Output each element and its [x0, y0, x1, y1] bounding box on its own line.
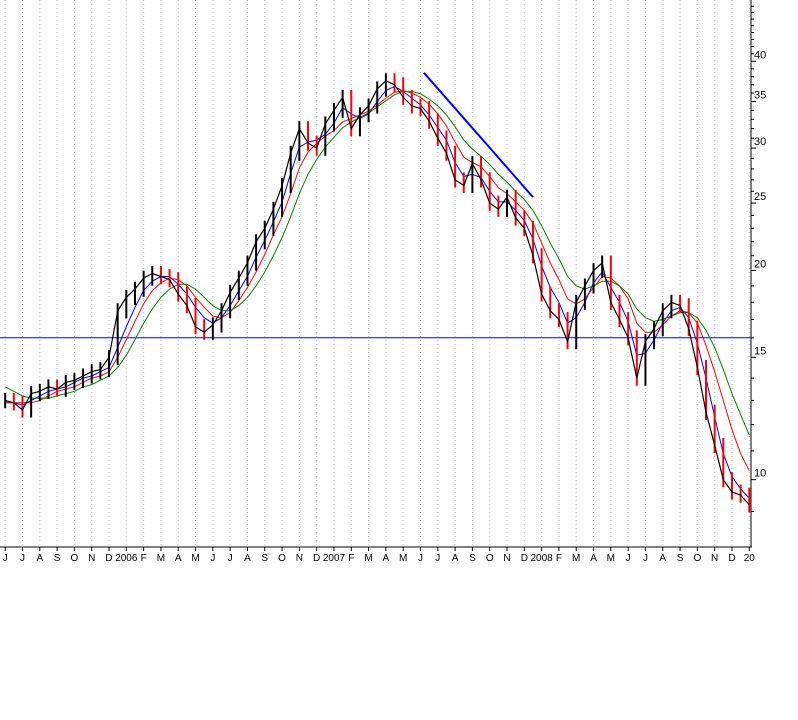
- x-tick-label: O: [693, 553, 701, 564]
- x-tick-label: J: [210, 553, 215, 564]
- x-tick-label: D: [313, 553, 320, 564]
- y-tick-label: 10: [754, 468, 766, 480]
- x-tick-label: 2007: [323, 553, 346, 564]
- x-tick-label: O: [278, 553, 286, 564]
- x-tick-label: 2006: [115, 553, 138, 564]
- x-tick-label: S: [469, 553, 476, 564]
- price-line: [5, 79, 750, 506]
- trend-line-stroke: [423, 72, 534, 198]
- x-axis-ticks: J J A S O N D 2006 F M A M J J A S O N D 2007 F M A M J J A S O N D 200…: [3, 547, 756, 564]
- x-tick-label: J: [228, 553, 233, 564]
- x-tick-label: J: [20, 553, 25, 564]
- x-tick-label: A: [590, 553, 597, 564]
- y-tick-label: 20: [754, 258, 766, 270]
- y-tick-label: 25: [754, 191, 766, 203]
- x-tick-label: J: [626, 553, 631, 564]
- y-axis-ticks: 10 15 20 25 30 35 40: [751, 5, 766, 512]
- x-tick-label: A: [383, 553, 390, 564]
- y-tick-label: 30: [754, 136, 766, 148]
- x-tick-label: O: [486, 553, 494, 564]
- x-tick-label: F: [348, 553, 354, 564]
- x-tick-label: S: [54, 553, 61, 564]
- x-tick-label: N: [503, 553, 510, 564]
- x-tick-label: M: [607, 553, 615, 564]
- x-tick-label: D: [728, 553, 735, 564]
- x-tick-label: M: [572, 553, 580, 564]
- x-tick-label: M: [157, 553, 165, 564]
- x-tick-label: A: [244, 553, 251, 564]
- x-tick-label: A: [175, 553, 182, 564]
- y-tick-label: 40: [754, 49, 766, 61]
- x-tick-label: J: [643, 553, 648, 564]
- x-tick-label: S: [261, 553, 268, 564]
- x-tick-label: D: [105, 553, 112, 564]
- x-tick-label: J: [3, 553, 8, 564]
- x-tick-label: 2008: [530, 553, 553, 564]
- x-tick-label: O: [71, 553, 79, 564]
- trend-line: [423, 72, 534, 198]
- x-tick-label: 20: [744, 553, 756, 564]
- x-tick-label: F: [556, 553, 562, 564]
- x-tick-label: D: [521, 553, 528, 564]
- x-tick-label: F: [141, 553, 147, 564]
- x-tick-label: J: [418, 553, 423, 564]
- x-tick-label: S: [677, 553, 684, 564]
- x-tick-label: J: [435, 553, 440, 564]
- x-tick-label: A: [659, 553, 666, 564]
- x-tick-label: N: [711, 553, 718, 564]
- x-tick-label: A: [452, 553, 459, 564]
- x-tick-label: M: [399, 553, 407, 564]
- price-bars: [4, 73, 751, 513]
- y-tick-label: 15: [754, 345, 766, 357]
- y-tick-label: 35: [754, 90, 766, 102]
- x-tick-label: M: [191, 553, 199, 564]
- x-tick-label: N: [88, 553, 95, 564]
- x-tick-label: A: [36, 553, 43, 564]
- x-tick-label: M: [364, 553, 372, 564]
- x-tick-label: N: [296, 553, 303, 564]
